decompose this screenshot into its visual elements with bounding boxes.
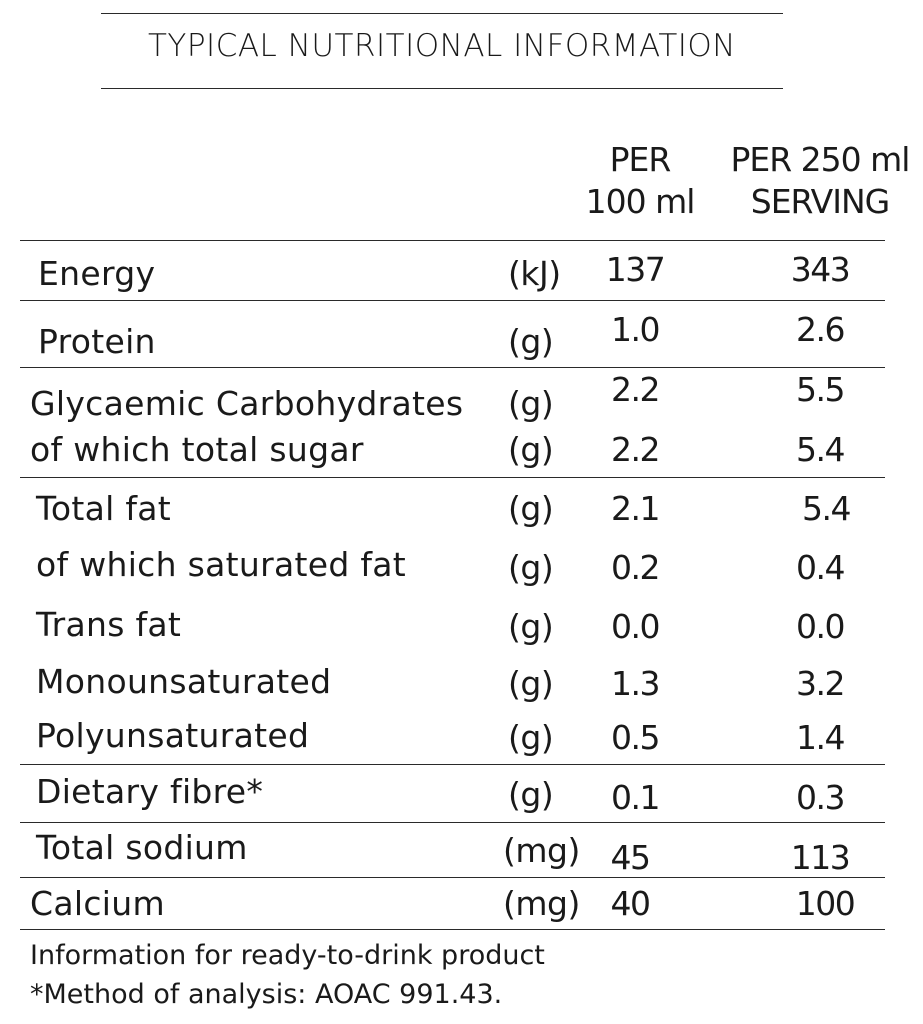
row-label: Protein [38,322,156,361]
table-bottom-rule [20,929,885,930]
row-value-per-100ml: 45 [610,838,652,877]
title-bottom-rule [101,88,783,89]
row-label: Calcium [30,884,165,923]
row-label: Polyunsaturated [36,716,310,755]
row-value-per-serving: 0.0 [796,607,845,646]
row-unit: (g) [508,548,554,587]
row-value-per-100ml: 0.5 [611,718,660,757]
row-unit: (g) [508,775,554,814]
row-value-per-100ml: 1.3 [611,664,660,703]
table-title: TYPICAL NUTRITIONAL INFORMATION [147,28,736,64]
row-divider [20,300,885,301]
row-unit: (g) [508,718,554,757]
column-header-per-serving-line2: SERVING [750,182,891,221]
row-label: of which total sugar [30,430,364,469]
row-unit: (mg) [503,831,580,870]
column-header-per-100ml-line2: 100 ml [585,182,696,221]
row-value-per-serving: 1.4 [796,718,845,757]
row-value-per-serving: 3.2 [796,664,845,703]
row-unit: (g) [508,664,554,703]
title-top-rule [101,13,783,14]
row-divider [20,822,885,823]
row-label: Glycaemic Carbohydrates [30,384,464,423]
row-label: of which saturated fat [36,545,407,584]
row-label: Total sodium [36,828,248,867]
row-value-per-100ml: 0.0 [611,607,660,646]
column-header-per-100ml: PER 100 ml [575,139,705,223]
row-label: Energy [38,254,156,293]
column-header-per-serving-line1: PER 250 ml [730,140,911,179]
footnote-ready-to-drink: Information for ready-to-drink product [30,940,545,971]
row-divider [20,877,885,878]
row-divider [20,764,885,765]
row-value-per-serving: 5.4 [796,430,845,469]
row-value-per-serving: 5.4 [802,489,851,528]
row-value-per-serving: 2.6 [796,310,845,349]
row-unit: (g) [508,322,554,361]
row-unit: (g) [508,430,554,469]
row-divider [20,367,885,368]
row-value-per-100ml: 137 [605,250,666,289]
row-value-per-serving: 343 [790,250,851,289]
row-value-per-100ml: 1.0 [611,310,660,349]
row-value-per-serving: 100 [795,884,856,923]
row-value-per-100ml: 2.2 [611,370,660,409]
row-value-per-serving: 0.4 [796,548,845,587]
row-unit: (g) [508,489,554,528]
row-label: Trans fat [36,605,182,644]
column-header-per-serving: PER 250 ml SERVING [722,139,918,223]
row-divider [20,477,885,478]
row-unit: (kJ) [508,254,561,293]
row-label: Monounsaturated [36,662,332,701]
footnote-method-of-analysis: *Method of analysis: AOAC 991.43. [30,979,503,1010]
row-value-per-100ml: 0.2 [611,548,660,587]
row-value-per-100ml: 2.1 [611,489,660,528]
column-header-per-100ml-line1: PER [609,140,672,179]
row-value-per-serving: 5.5 [796,370,845,409]
row-value-per-100ml: 2.2 [611,430,660,469]
row-value-per-100ml: 40 [610,884,652,923]
row-unit: (g) [508,607,554,646]
row-unit: (mg) [503,884,580,923]
row-value-per-100ml: 0.1 [611,778,660,817]
row-label: Total fat [36,489,172,528]
header-rule [20,240,885,241]
row-value-per-serving: 113 [790,838,851,877]
row-label: Dietary fibre* [36,772,264,811]
row-unit: (g) [508,384,554,423]
row-value-per-serving: 0.3 [796,778,845,817]
